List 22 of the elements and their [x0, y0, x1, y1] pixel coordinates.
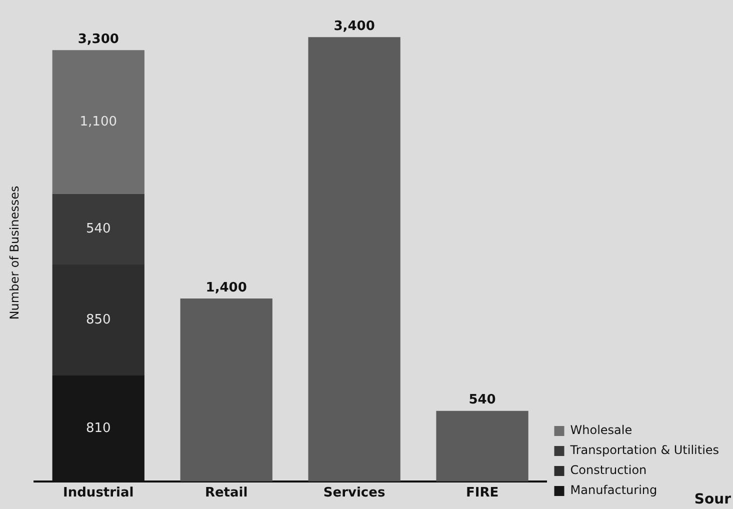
- data-label: 540: [86, 222, 111, 237]
- bar: [308, 37, 400, 482]
- text: Sour: [694, 492, 732, 508]
- x-tick-label: Retail: [204, 486, 248, 501]
- y-axis-title: Number of Businesses: [7, 186, 22, 320]
- legend-label: Manufacturing: [570, 483, 658, 498]
- x-tick-label: Industrial: [63, 486, 134, 501]
- total-label: 3,400: [334, 18, 375, 34]
- legend-label: Construction: [570, 463, 647, 478]
- data-label: 1,100: [80, 114, 117, 130]
- total-label: 1,400: [206, 280, 247, 296]
- bar: [52, 50, 144, 194]
- x-tick-label: Services: [323, 486, 386, 501]
- bar: [436, 410, 528, 482]
- legend-label: Wholesale: [570, 423, 632, 438]
- legend-label: Transportation & Utilities: [569, 443, 720, 458]
- total-label: 3,300: [78, 32, 119, 48]
- total-label: 540: [468, 392, 496, 408]
- data-label: 850: [86, 312, 111, 328]
- data-label: 810: [86, 420, 111, 436]
- bar: [180, 298, 272, 482]
- x-tick-label: FIRE: [466, 486, 499, 501]
